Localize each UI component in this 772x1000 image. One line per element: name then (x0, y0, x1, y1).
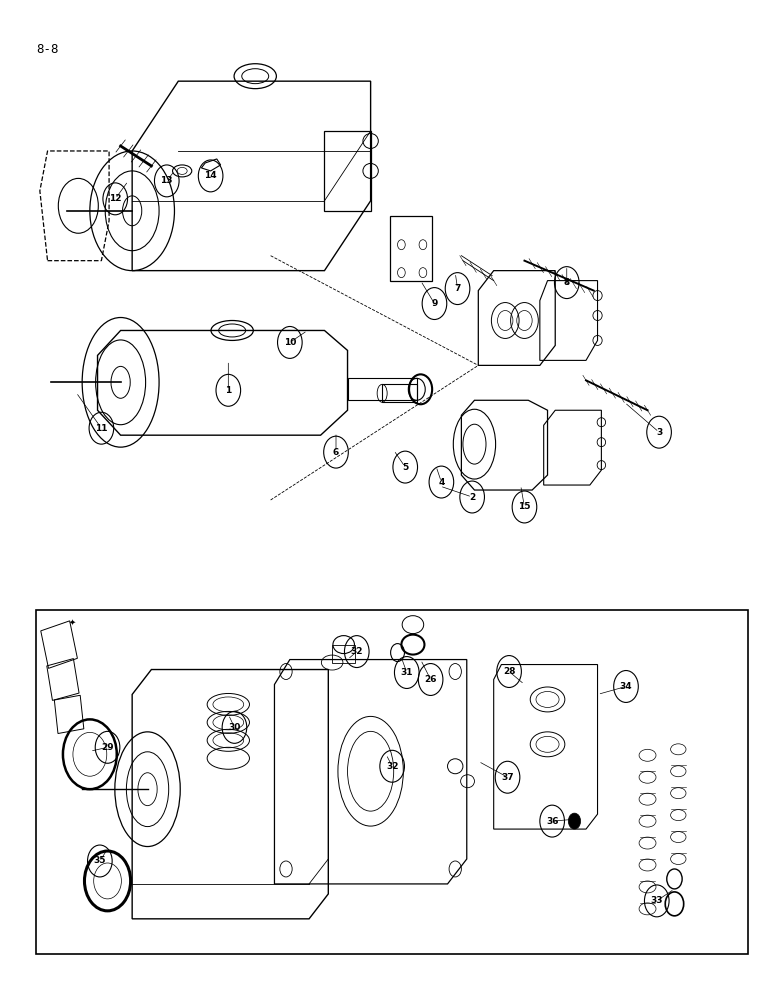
Bar (36, 610, 747, 954)
Bar (382, 384, 417, 402)
Text: 37: 37 (501, 773, 514, 782)
Text: 31: 31 (401, 668, 413, 677)
Text: 11: 11 (95, 424, 107, 433)
Text: 26: 26 (425, 675, 437, 684)
Text: 15: 15 (518, 502, 530, 511)
Text: ✦: ✦ (69, 618, 76, 627)
Text: 6: 6 (333, 448, 339, 457)
Circle shape (568, 813, 581, 829)
Text: 28: 28 (503, 667, 516, 676)
Text: 2: 2 (469, 493, 476, 502)
Text: 5: 5 (402, 463, 408, 472)
Text: 7: 7 (455, 284, 461, 293)
Text: 34: 34 (620, 682, 632, 691)
Bar (347, 378, 417, 400)
Text: 33: 33 (651, 896, 663, 905)
Text: 8-8: 8-8 (36, 43, 59, 56)
Text: 8: 8 (564, 278, 570, 287)
Text: 30: 30 (229, 723, 241, 732)
Text: 1: 1 (225, 386, 232, 395)
Text: 3: 3 (656, 428, 662, 437)
Bar (332, 645, 355, 663)
Text: 10: 10 (283, 338, 296, 347)
Text: 9: 9 (432, 299, 438, 308)
Text: 13: 13 (161, 176, 173, 185)
Text: 29: 29 (101, 743, 113, 752)
Text: 4: 4 (438, 478, 445, 487)
Text: 32: 32 (386, 762, 398, 771)
Text: 35: 35 (93, 856, 106, 865)
Text: 14: 14 (205, 171, 217, 180)
Text: 12: 12 (109, 194, 121, 203)
Text: 32: 32 (350, 647, 363, 656)
Text: 36: 36 (546, 817, 558, 826)
